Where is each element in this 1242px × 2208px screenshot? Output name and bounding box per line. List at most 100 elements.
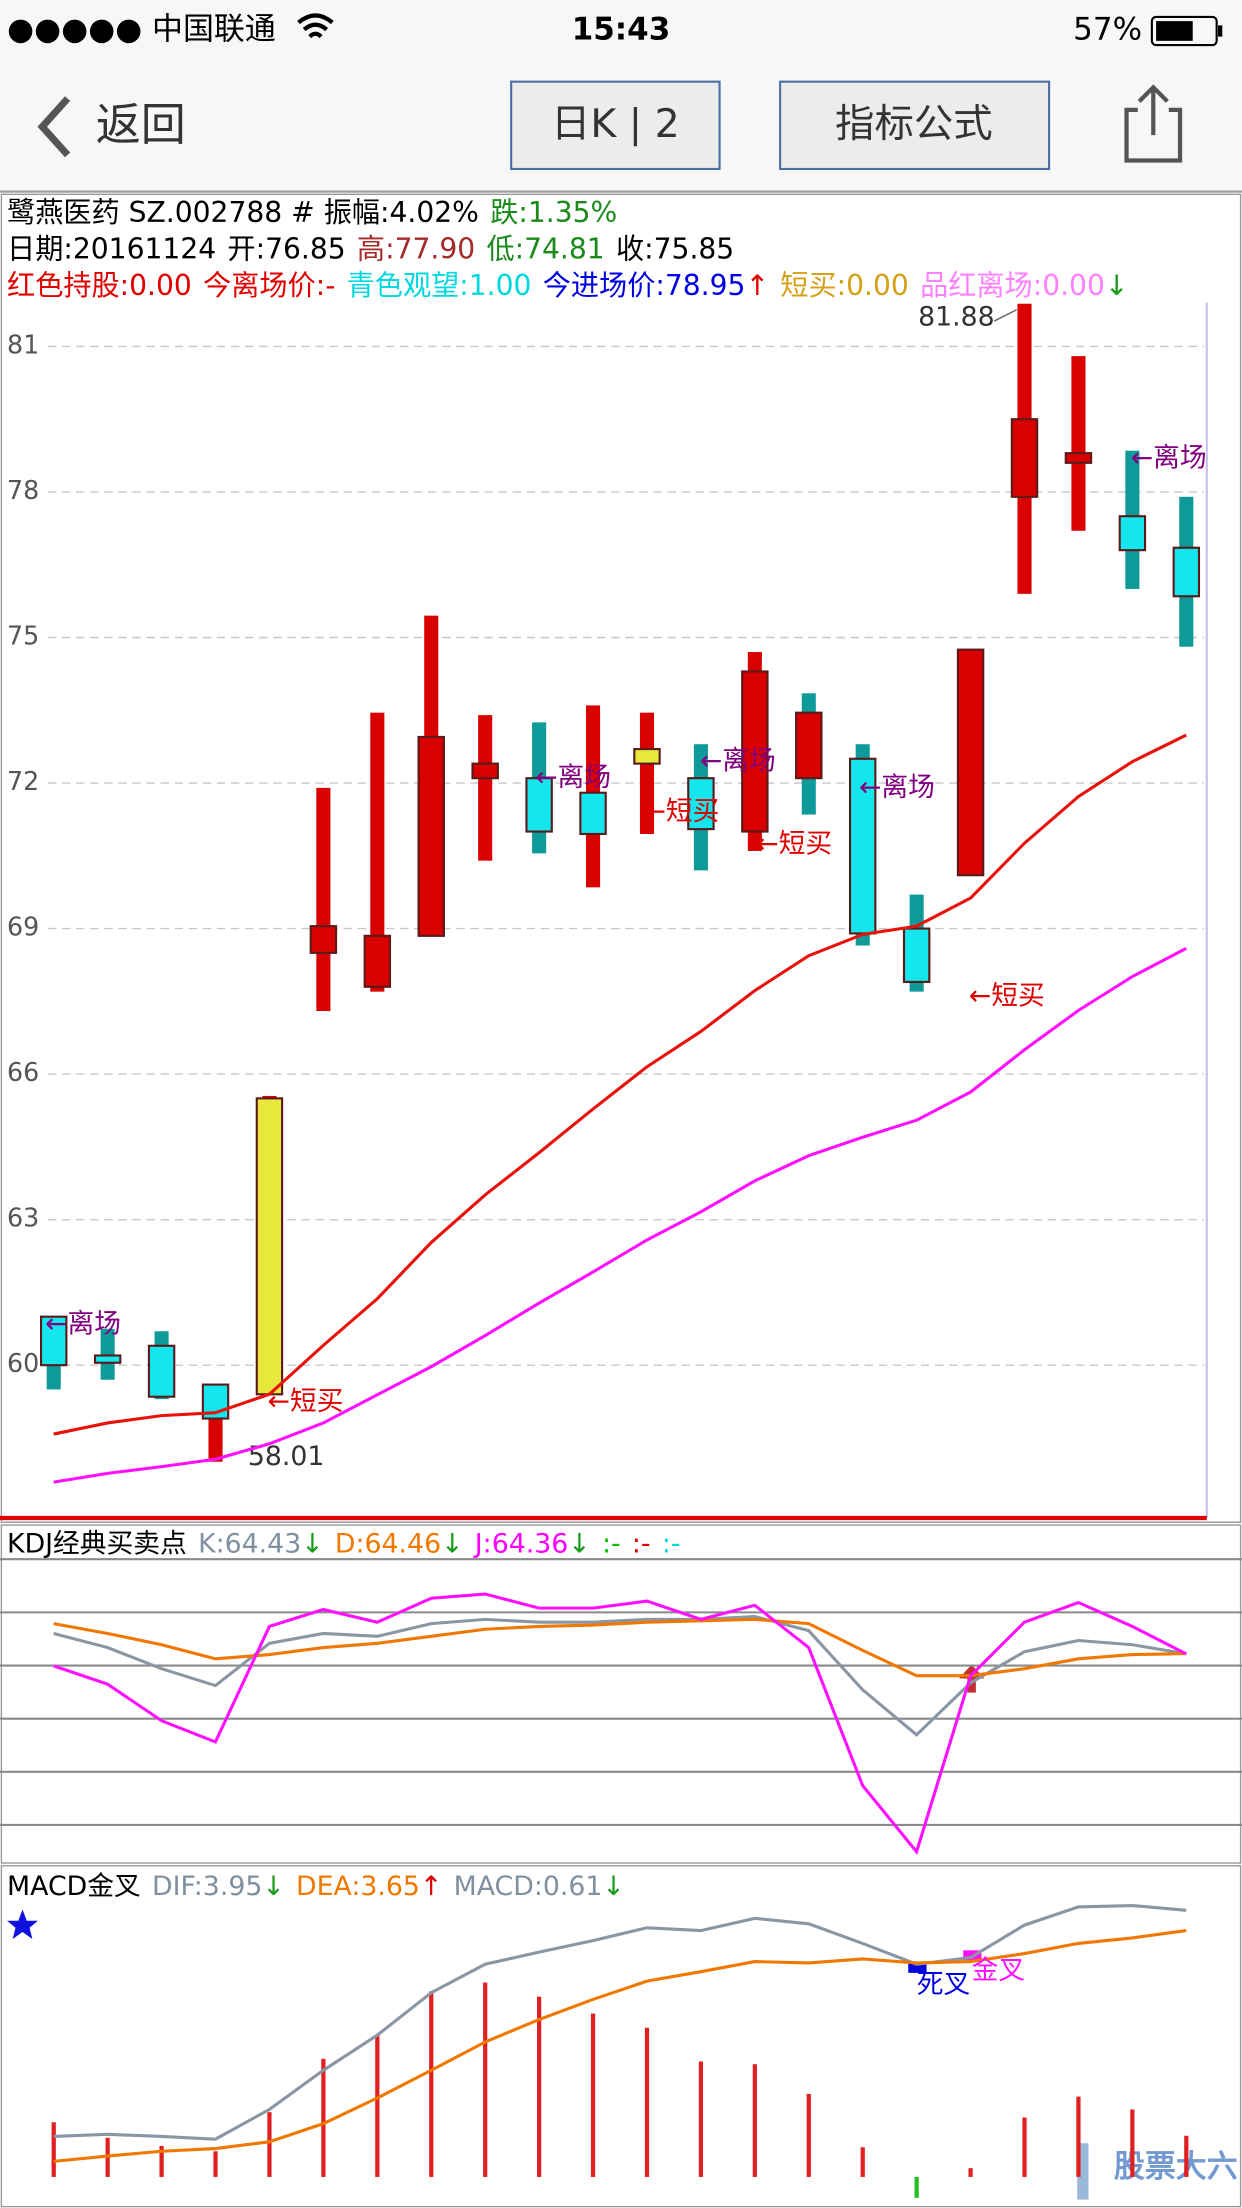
header-text: 品红离场:0.00: [920, 269, 1105, 302]
header-text: DEA:3.65: [296, 1870, 420, 1901]
header-line: 鹭燕医药 SZ.002788 # 振幅:4.02% 跌:1.35%: [7, 196, 617, 229]
macd-bar: [321, 2058, 326, 2177]
header-text: ↓: [262, 1870, 284, 1901]
kdj-panel: [0, 1524, 1242, 1864]
y-tick-label: 63: [7, 1203, 39, 1233]
macd-panel: [0, 1865, 1242, 2208]
star-icon: [7, 1909, 39, 1940]
header-text: 低:74.81: [486, 233, 604, 266]
candle-body: [525, 777, 553, 833]
period-button-frame[interactable]: [510, 80, 721, 171]
carrier: ●●●●● 中国联通: [7, 11, 276, 47]
candle-body: [741, 670, 769, 833]
candle-wick: [639, 712, 655, 834]
death-cross-marker: [908, 1962, 927, 1973]
back-button[interactable]: 返回: [96, 98, 186, 151]
header-text: J:64.36: [473, 1528, 568, 1559]
y-tick-label: 69: [7, 912, 39, 942]
candle-body: [39, 1315, 68, 1367]
buy-arrow: [958, 1664, 985, 1693]
header-text: D:64.46: [335, 1528, 441, 1559]
watermark-bar: [1077, 2143, 1089, 2200]
header-text: 青色观望:1.00: [347, 269, 532, 302]
candle-wick: [370, 712, 385, 992]
y-tick-label: 66: [7, 1057, 39, 1087]
y-tick-label: 81: [7, 329, 39, 359]
annotation: ←离场: [859, 772, 935, 803]
candle-body: [1172, 546, 1201, 598]
y-tick-label: 72: [7, 766, 39, 796]
candle-wick: [1071, 356, 1086, 531]
y-tick-label: 78: [7, 475, 39, 505]
macd-bar: [806, 2093, 811, 2177]
period-button[interactable]: 日K | 2: [551, 101, 680, 147]
annotation: ←离场: [535, 762, 611, 793]
header-text: ↓: [441, 1528, 463, 1559]
header-text: MACD:0.61: [454, 1870, 603, 1901]
header-text: 高:77.90: [357, 233, 475, 266]
candle-body: [579, 791, 607, 836]
series-line: [53, 1903, 1187, 2141]
wifi-icon: [297, 13, 334, 39]
formula-button[interactable]: 指标公式: [835, 101, 993, 147]
macd-bar: [267, 2112, 272, 2177]
macd-bar: [968, 2168, 973, 2177]
back-icon[interactable]: [37, 96, 71, 158]
header-text: :-: [602, 1528, 621, 1559]
header-text: :-: [662, 1528, 681, 1559]
macd-bar: [375, 2035, 380, 2177]
candle-body: [956, 648, 985, 877]
header-text: MACD金叉: [7, 1870, 141, 1901]
candle-body: [902, 927, 931, 983]
share-icon[interactable]: [1124, 84, 1183, 163]
macd-bar: [590, 2013, 596, 2177]
header-text: 短买:0.00: [780, 269, 908, 302]
battery-fill: [1156, 21, 1193, 41]
annotation: ←离场: [1131, 443, 1207, 474]
candle-wick: [478, 715, 493, 861]
macd-bar: [159, 2145, 164, 2177]
header-text: ↓: [301, 1528, 323, 1559]
header-text: 开:76.85: [227, 233, 345, 266]
series-line: [53, 947, 1187, 1484]
annotation: ←短买: [268, 1386, 344, 1417]
candle-body: [687, 777, 715, 831]
main-panel: [0, 193, 1242, 1523]
series-line: [53, 1929, 1187, 2163]
macd-bar: [914, 2176, 919, 2198]
macd-bar: [1022, 2117, 1027, 2177]
candle-body: [147, 1344, 176, 1398]
header-text: 收:75.85: [616, 233, 734, 266]
header-text: ↑: [745, 269, 769, 302]
header-text: K:64.43: [198, 1528, 301, 1559]
macd-bar: [483, 1982, 488, 2177]
annotation: ←短买: [644, 796, 720, 827]
series-line: [53, 1617, 1187, 1678]
watermark: 股票大六: [1114, 2149, 1238, 2185]
header-text: ↓: [568, 1528, 590, 1559]
candle-body: [363, 934, 392, 988]
header-line: 红色持股:0.00 今离场价:- 青色观望:1.00 今进场价:78.95↑ 短买:0.…: [7, 269, 1128, 302]
high-label-leader: [993, 309, 1018, 322]
candle-body: [1118, 515, 1147, 552]
candle-body: [1064, 452, 1093, 464]
candle-wick: [316, 787, 331, 1012]
formula-button-frame[interactable]: [779, 80, 1051, 171]
series-line: [53, 1592, 1187, 1855]
candle-body: [93, 1354, 122, 1364]
macd-bar: [644, 2027, 650, 2177]
macd-bar: [537, 1996, 542, 2177]
battery-level: 57%: [1073, 11, 1142, 47]
header-text: 鹭燕医药 SZ.002788 # 振幅:4.02%: [7, 196, 479, 229]
header-text: ↑: [420, 1870, 442, 1901]
header-text: 日期:20161124: [7, 233, 216, 266]
header-text: 今离场价:-: [203, 269, 335, 302]
header-line: MACD金叉 DIF:3.95↓ DEA:3.65↑ MACD:0.61↓: [7, 1870, 625, 1901]
macd-bar: [752, 2064, 757, 2177]
header-text: KDJ经典买卖点: [7, 1528, 187, 1559]
header-text: DIF:3.95: [152, 1870, 262, 1901]
annotation: ←离场: [700, 745, 776, 776]
header-text: 红色持股:0.00: [7, 269, 192, 302]
